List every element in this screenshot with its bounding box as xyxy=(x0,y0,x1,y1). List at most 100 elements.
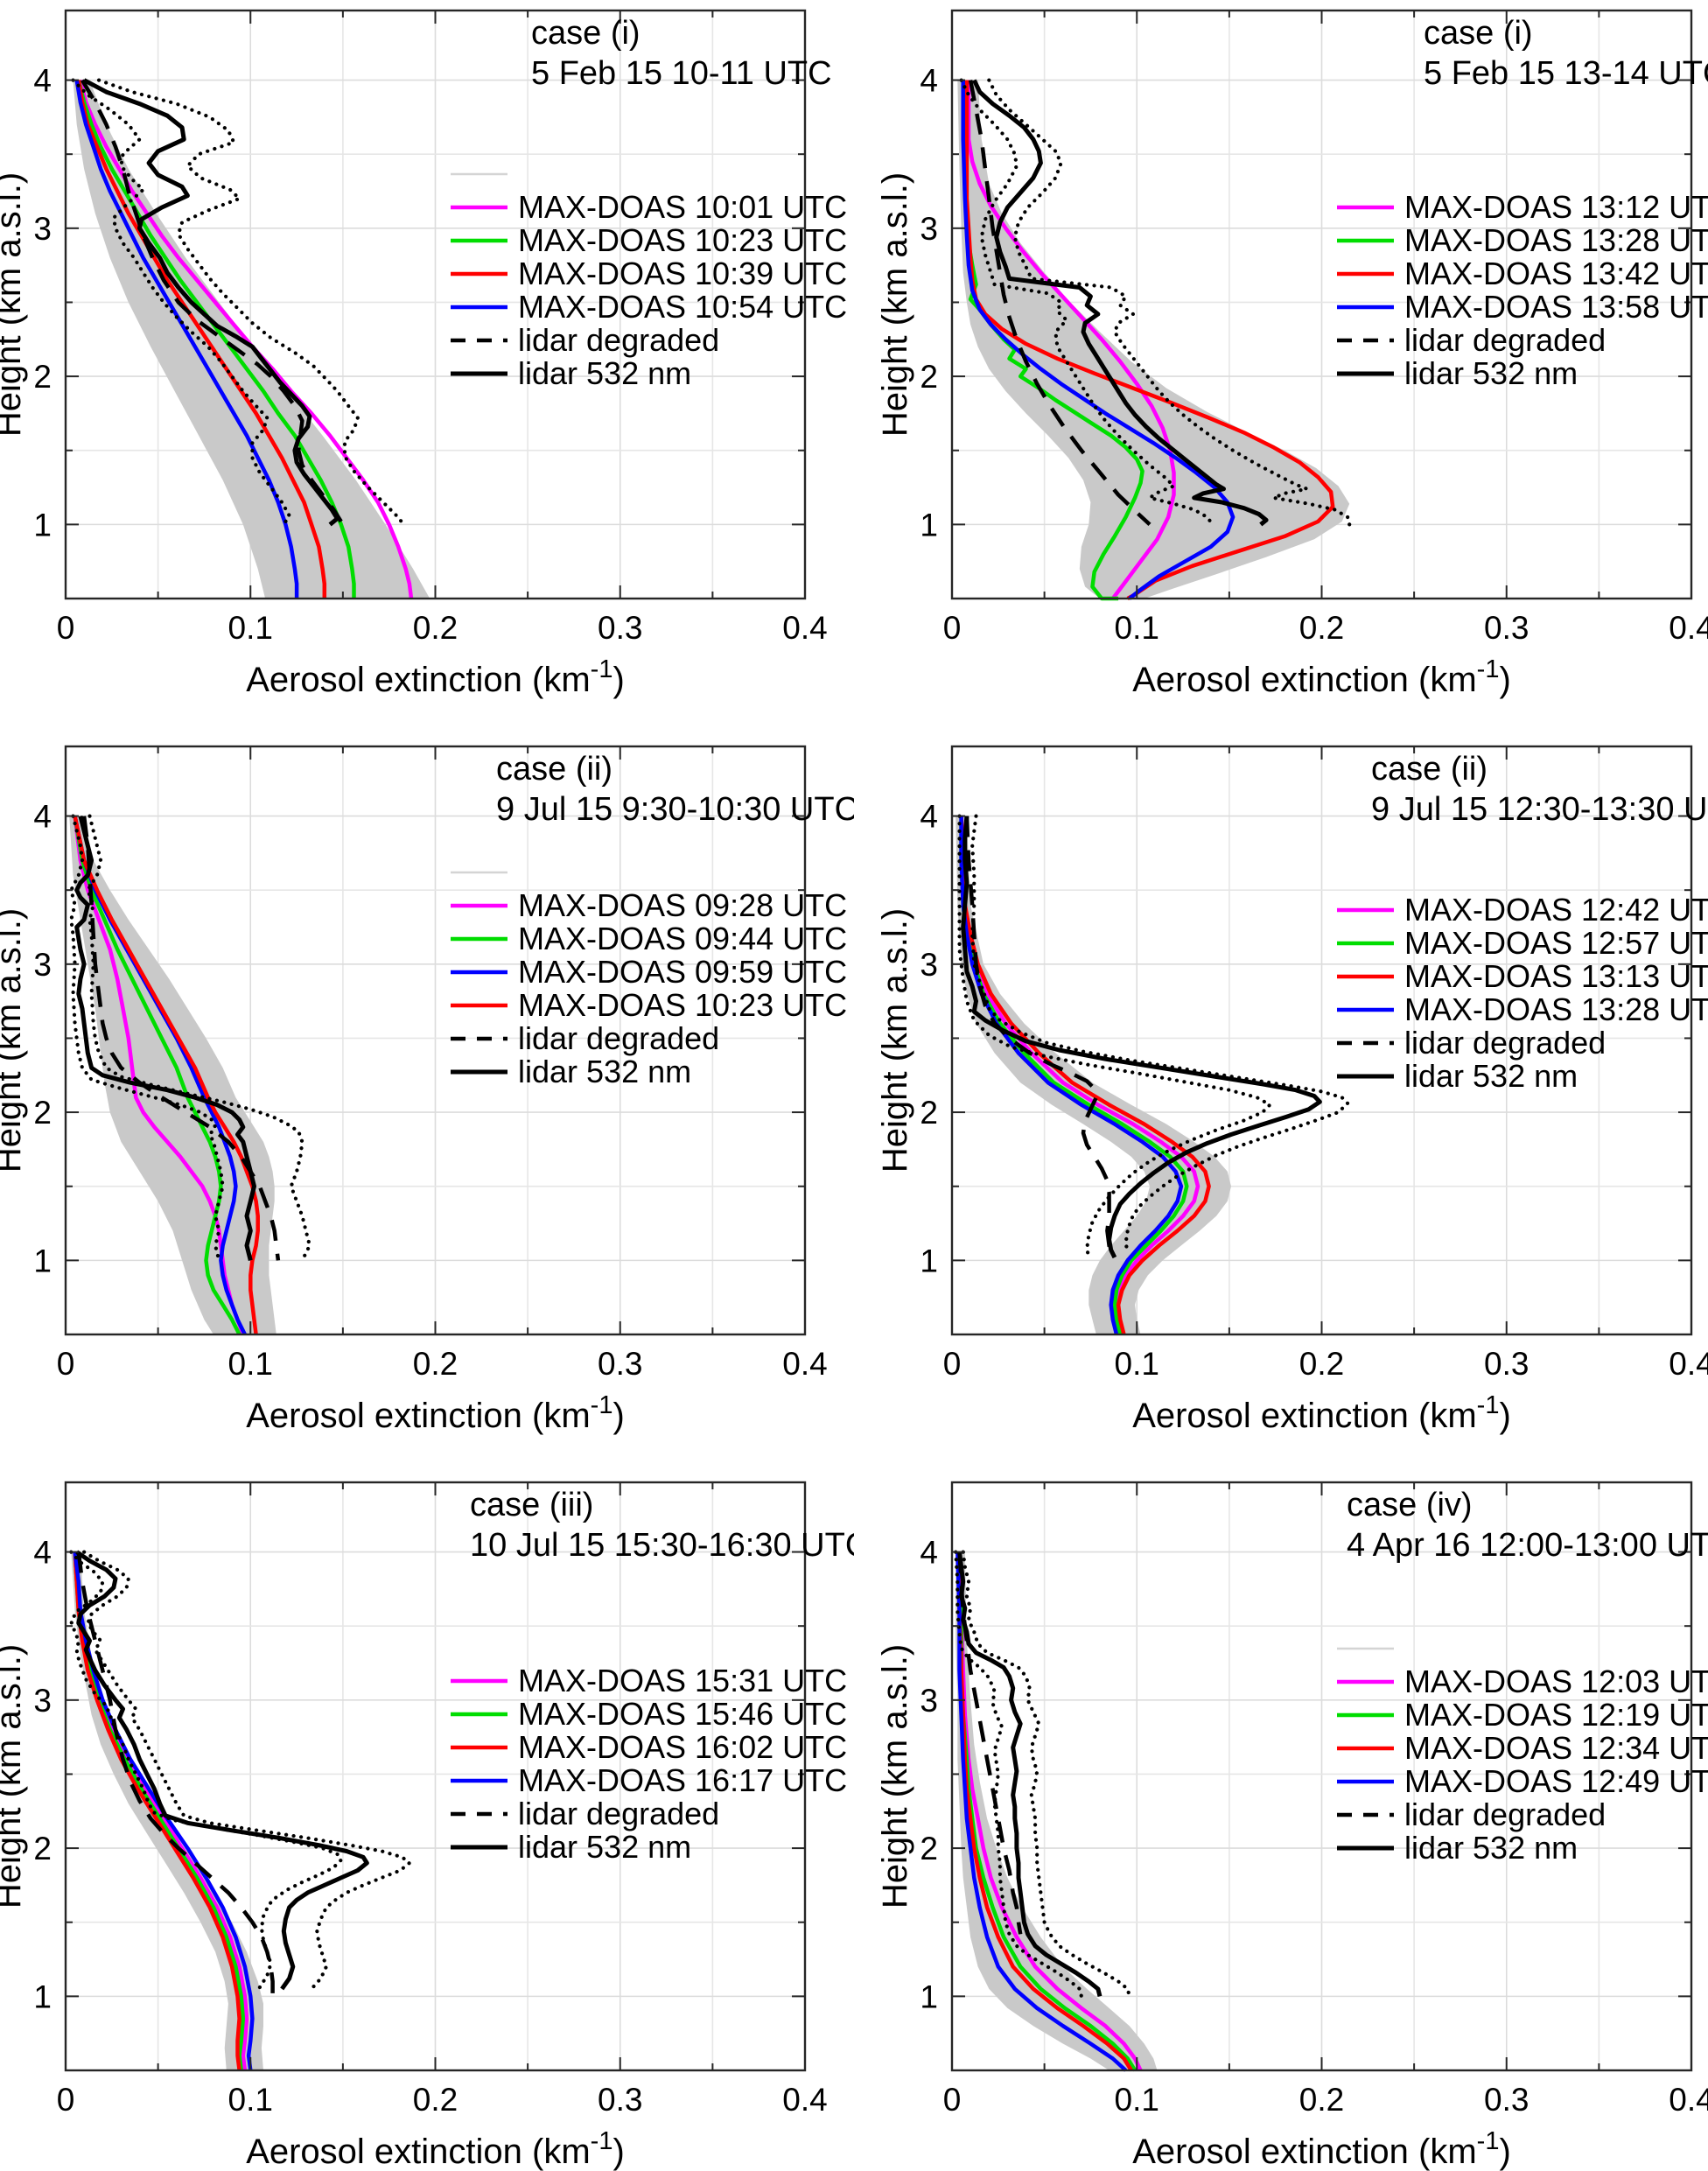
legend-label: MAX-DOAS 13:28 UTC xyxy=(1404,222,1708,258)
panel-title-line1: case (ii) xyxy=(1371,751,1488,788)
series-maxdoas-green xyxy=(73,816,242,1336)
x-tick-label: 0.4 xyxy=(782,1346,827,1382)
x-axis-label: Aerosol extinction (km-1) xyxy=(246,1391,625,1435)
x-tick-label: 0.2 xyxy=(1299,1346,1344,1382)
series-maxdoas-blue xyxy=(956,1551,1128,2072)
legend-item-green: MAX-DOAS 12:57 UTC xyxy=(1337,925,1708,961)
y-tick-label: 4 xyxy=(33,63,52,99)
panel-title-line1: case (ii) xyxy=(496,751,612,788)
legend-label: MAX-DOAS 16:17 UTC xyxy=(518,1762,847,1798)
y-axis-label: Height (km a.s.l.) xyxy=(0,908,28,1173)
y-tick-label: 4 xyxy=(920,799,938,835)
legend-item-blue: MAX-DOAS 09:59 UTC xyxy=(451,954,847,990)
y-tick-label: 1 xyxy=(33,1243,52,1278)
uncertainty-envelope xyxy=(957,80,1350,599)
x-tick-label: 0.3 xyxy=(1484,610,1529,646)
series-lidar-dotted-high xyxy=(82,1550,411,1991)
legend-label: MAX-DOAS 10:23 UTC xyxy=(518,987,847,1023)
legend-label: MAX-DOAS 09:28 UTC xyxy=(518,887,847,923)
x-tick-label: 0.4 xyxy=(1669,1346,1708,1382)
x-tick-label: 0.4 xyxy=(1669,2082,1708,2118)
x-tick-label: 0.4 xyxy=(782,2082,827,2118)
series-lidar-dotted-high xyxy=(961,1550,1131,1999)
legend-label: MAX-DOAS 12:34 UTC xyxy=(1404,1730,1708,1766)
legend-item-dashed: lidar degraded xyxy=(451,1796,719,1831)
legend-label: lidar 532 nm xyxy=(518,1829,691,1865)
x-axis-label: Aerosol extinction (km-1) xyxy=(246,2127,625,2171)
series-maxdoas-red xyxy=(73,816,260,1335)
y-axis-label: Height (km a.s.l.) xyxy=(876,172,914,437)
x-tick-label: 0.3 xyxy=(598,2082,642,2118)
legend-item-blue: MAX-DOAS 16:17 UTC xyxy=(451,1762,847,1798)
legend-label: MAX-DOAS 13:58 UTC xyxy=(1404,289,1708,325)
legend-item-magenta: MAX-DOAS 15:31 UTC xyxy=(451,1663,847,1698)
legend-item-green: MAX-DOAS 10:23 UTC xyxy=(451,222,847,258)
uncertainty-envelope xyxy=(73,80,430,599)
y-tick-label: 2 xyxy=(33,359,52,395)
y-tick-label: 4 xyxy=(33,799,52,835)
panel-svg-2: 0 0.1 0.2 0.3 0.4 1 2 3 4 Aerosol extinction (km-… xyxy=(876,9,1708,699)
series-lidar-degraded xyxy=(968,80,1152,527)
series-lidar-532nm xyxy=(82,78,340,527)
legend-item-blue: MAX-DOAS 12:49 UTC xyxy=(1337,1763,1708,1799)
series-lidar-dotted-low xyxy=(959,78,1214,527)
legend-label: MAX-DOAS 09:44 UTC xyxy=(518,921,847,956)
series-lidar-532nm xyxy=(957,1551,1102,1997)
x-tick-label: 0.1 xyxy=(1115,2082,1159,2118)
legend-item-blue: MAX-DOAS 13:58 UTC xyxy=(1337,289,1708,325)
series-maxdoas-red xyxy=(73,1551,242,2071)
series-lidar-degraded xyxy=(81,816,281,1261)
legend-label: lidar 532 nm xyxy=(518,355,691,391)
uncertainty-envelope xyxy=(71,1551,263,2070)
legend-item-magenta: MAX-DOAS 12:03 UTC xyxy=(1337,1663,1708,1699)
panel-title-line1: case (i) xyxy=(531,15,640,52)
x-axis-label: Aerosol extinction (km-1) xyxy=(246,655,625,699)
x-tick-label: 0.3 xyxy=(598,610,642,646)
x-tick-label: 0.2 xyxy=(1299,610,1344,646)
x-tick-label: 0.2 xyxy=(413,610,458,646)
x-tick-label: 0.3 xyxy=(598,1346,642,1382)
x-tick-label: 0 xyxy=(943,1346,962,1382)
x-tick-label: 0.4 xyxy=(1669,610,1708,646)
series-maxdoas-blue xyxy=(961,80,1236,600)
series-maxdoas-magenta xyxy=(966,80,1176,600)
x-tick-label: 0.2 xyxy=(1299,2082,1344,2118)
legend-item-dashed: lidar degraded xyxy=(1337,1796,1606,1832)
series-lidar-532nm xyxy=(75,1550,369,1991)
panel-title-line2: 9 Jul 15 9:30-10:30 UTC xyxy=(496,791,854,828)
y-tick-label: 2 xyxy=(33,1095,52,1131)
series-lidar-degraded xyxy=(80,79,343,523)
y-tick-label: 2 xyxy=(920,1095,938,1131)
series-lidar-532nm xyxy=(74,815,256,1262)
x-tick-label: 0.1 xyxy=(1115,1346,1159,1382)
legend-item-solid: lidar 532 nm xyxy=(451,1054,691,1089)
legend-item-red: MAX-DOAS 13:13 UTC xyxy=(1337,958,1708,994)
y-tick-label: 1 xyxy=(920,1243,938,1278)
legend-item-green: MAX-DOAS 13:28 UTC xyxy=(1337,222,1708,258)
series-lidar-dotted-high xyxy=(987,78,1352,527)
x-axis-label: Aerosol extinction (km-1) xyxy=(1132,1391,1511,1435)
panel-title-line2: 5 Feb 15 10-11 UTC xyxy=(531,55,832,92)
x-tick-label: 0.3 xyxy=(1484,1346,1529,1382)
y-tick-label: 3 xyxy=(920,1683,938,1719)
y-tick-label: 2 xyxy=(33,1831,52,1866)
legend-label: lidar degraded xyxy=(1404,1796,1606,1832)
panel-title-line2: 9 Jul 15 12:30-13:30 UTC xyxy=(1371,791,1708,828)
series-maxdoas-green xyxy=(957,1551,1138,2072)
legend-item-magenta: MAX-DOAS 12:42 UTC xyxy=(1337,892,1708,928)
panel-svg-3: 0 0.1 0.2 0.3 0.4 1 2 3 4 Aerosol extinction (km-… xyxy=(0,745,854,1435)
y-tick-label: 2 xyxy=(920,359,938,395)
legend-label: MAX-DOAS 13:42 UTC xyxy=(1404,256,1708,291)
y-tick-label: 1 xyxy=(920,1978,938,2014)
panel-title-line1: case (iv) xyxy=(1347,1487,1473,1523)
series-lidar-dotted-low xyxy=(957,814,1272,1260)
legend-item-solid: lidar 532 nm xyxy=(1337,1830,1578,1866)
x-tick-label: 0.2 xyxy=(413,1346,458,1382)
x-tick-label: 0 xyxy=(57,1346,75,1382)
legend-item-green: MAX-DOAS 15:46 UTC xyxy=(451,1696,847,1732)
series-maxdoas-red xyxy=(959,816,1211,1335)
series-lidar-dotted-high xyxy=(970,814,1350,1255)
y-tick-label: 3 xyxy=(920,211,938,247)
legend-label: MAX-DOAS 13:12 UTC xyxy=(1404,189,1708,225)
legend-label: MAX-DOAS 12:49 UTC xyxy=(1404,1763,1708,1799)
